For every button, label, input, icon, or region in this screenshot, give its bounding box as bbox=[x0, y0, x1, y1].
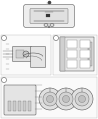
Bar bbox=[80, 60, 90, 68]
Bar bbox=[60, 37, 94, 71]
Circle shape bbox=[1, 35, 6, 40]
Circle shape bbox=[59, 92, 73, 106]
Circle shape bbox=[75, 92, 89, 106]
Circle shape bbox=[1, 77, 6, 82]
Circle shape bbox=[39, 88, 61, 110]
Bar bbox=[80, 40, 90, 48]
Ellipse shape bbox=[44, 23, 48, 27]
Circle shape bbox=[43, 92, 57, 106]
Bar bbox=[8, 101, 11, 111]
Bar bbox=[80, 50, 90, 58]
Bar bbox=[23, 101, 26, 111]
Circle shape bbox=[46, 96, 54, 102]
Bar bbox=[13, 101, 16, 111]
Bar bbox=[28, 101, 31, 111]
Ellipse shape bbox=[50, 23, 54, 27]
Bar bbox=[18, 101, 21, 111]
Circle shape bbox=[78, 96, 85, 102]
FancyBboxPatch shape bbox=[30, 8, 68, 23]
Bar bbox=[1, 77, 97, 118]
Circle shape bbox=[71, 88, 93, 110]
Circle shape bbox=[23, 51, 29, 57]
FancyBboxPatch shape bbox=[13, 47, 31, 62]
Circle shape bbox=[63, 96, 69, 102]
Bar bbox=[46, 13, 50, 17]
FancyBboxPatch shape bbox=[24, 5, 74, 27]
Circle shape bbox=[55, 88, 77, 110]
Bar bbox=[67, 60, 77, 68]
Bar bbox=[53, 35, 97, 75]
Bar bbox=[67, 50, 77, 58]
FancyBboxPatch shape bbox=[4, 85, 36, 115]
Bar bbox=[16, 50, 24, 58]
Circle shape bbox=[54, 35, 59, 40]
Bar bbox=[60, 37, 65, 71]
FancyBboxPatch shape bbox=[30, 47, 45, 67]
Bar bbox=[88, 42, 92, 66]
Bar bbox=[1, 35, 51, 75]
Bar bbox=[67, 40, 77, 48]
